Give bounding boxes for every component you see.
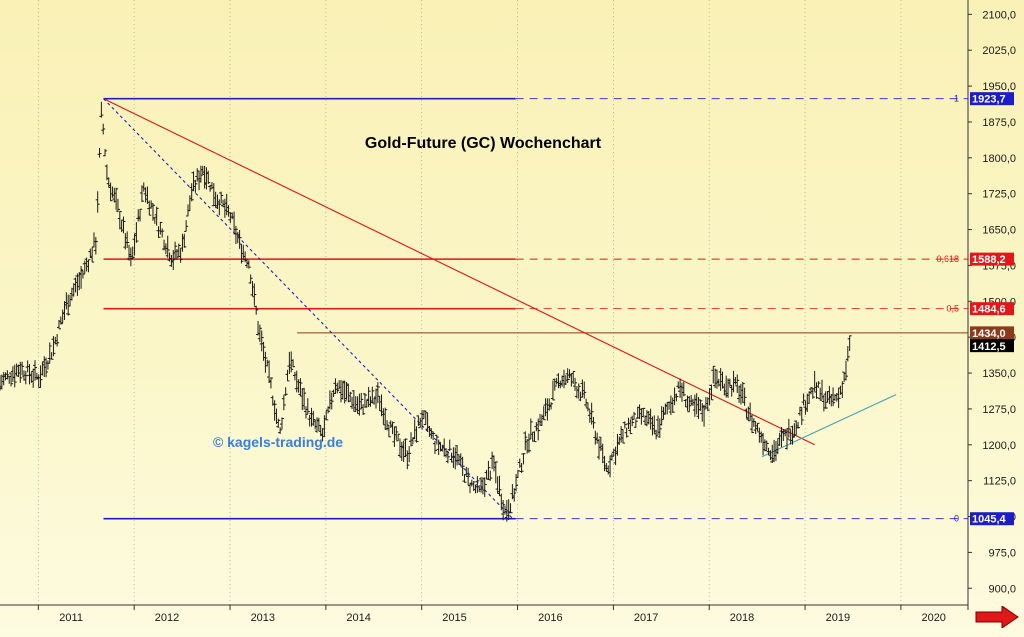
level-badge — [970, 92, 1014, 106]
x-tick-label: 2017 — [634, 612, 658, 624]
level-value-label: 1484,6 — [972, 304, 1006, 316]
scroll-right-button[interactable] — [974, 606, 1020, 628]
x-tick-label: 2016 — [538, 612, 562, 624]
y-tick-label: 1800,0 — [982, 153, 1016, 165]
x-axis: 2011 2012 2013 2014 2015 2016 2017 2018 2019 2020 — [37, 605, 946, 624]
level-badge — [970, 512, 1014, 526]
y-tick-label: 900,0 — [988, 583, 1016, 595]
fib-ratio-label: 0,618 — [936, 254, 959, 264]
level-value-label: 1045,4 — [972, 514, 1007, 526]
fib-levels: 1 1923,7 0,618 1588,2 0,5 1484,6 1434,0 0 1045,4 — [103, 92, 1014, 526]
level-badge — [970, 326, 1014, 340]
x-tick-label: 2015 — [442, 612, 466, 624]
fib-ratio-label: 0,5 — [946, 304, 959, 314]
y-tick-label: 2100,0 — [982, 9, 1016, 21]
level-value-label: 1434,0 — [972, 328, 1006, 340]
y-tick-label: 1350,0 — [982, 368, 1016, 380]
y-tick-label: 1200,0 — [982, 440, 1016, 452]
fib-ratio-label: 1 — [954, 94, 959, 104]
last-price-label: 1412,5 — [972, 341, 1006, 353]
trendline — [103, 98, 815, 446]
x-tick-label: 2018 — [730, 612, 754, 624]
fib-ratio-label: 0 — [954, 514, 959, 524]
price-bars — [0, 101, 852, 522]
watermark: © kagels-trading.de — [213, 434, 343, 450]
x-tick-label: 2011 — [59, 612, 83, 624]
level-value-label: 1923,7 — [972, 94, 1006, 106]
x-tick-label: 2019 — [826, 612, 850, 624]
y-tick-label: 1275,0 — [982, 404, 1016, 416]
x-tick-label: 2012 — [155, 612, 179, 624]
x-tick-label: 2020 — [921, 612, 945, 624]
level-value-label: 1588,2 — [972, 254, 1006, 266]
right-arrow-icon — [975, 606, 1019, 628]
x-tick-label: 2013 — [251, 612, 275, 624]
chart-title: Gold-Future (GC) Wochenchart — [365, 135, 602, 152]
y-tick-label: 975,0 — [988, 547, 1016, 559]
last-price-badge — [970, 339, 1014, 353]
y-tick-label: 1125,0 — [983, 476, 1016, 488]
y-tick-label: 1725,0 — [982, 189, 1016, 201]
trendline — [761, 394, 897, 458]
y-tick-label: 2025,0 — [982, 45, 1016, 57]
x-tick-label: 2014 — [346, 612, 370, 624]
y-tick-label: 1875,0 — [982, 117, 1016, 129]
y-tick-label: 1650,0 — [982, 225, 1016, 237]
grid-lines — [37, 0, 902, 605]
y-tick-label: 1950,0 — [982, 81, 1016, 93]
level-badge — [970, 252, 1014, 266]
level-badge — [970, 302, 1014, 316]
